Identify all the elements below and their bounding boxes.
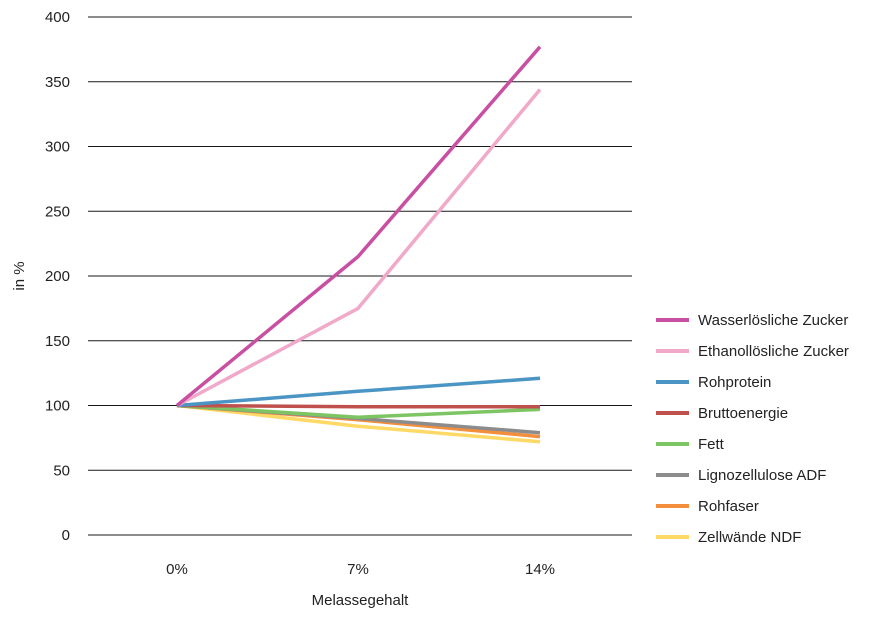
y-tick-label: 50 (53, 462, 70, 479)
y-tick-label: 400 (45, 9, 70, 26)
y-tick-label: 150 (45, 333, 70, 350)
x-axis-title: Melassegehalt (312, 592, 410, 609)
x-tick-label: 7% (347, 561, 369, 578)
series-line (176, 88, 542, 408)
series-line (176, 376, 541, 408)
legend-label: Ethanollösliche Zucker (698, 343, 849, 360)
y-tick-label: 300 (45, 139, 70, 156)
y-tick-label: 0 (62, 527, 70, 544)
series-lines (175, 45, 542, 444)
legend-label: Bruttoenergie (698, 405, 788, 422)
series-line (176, 403, 541, 444)
x-tick-label: 0% (166, 561, 188, 578)
legend: Wasserlösliche Zucker Ethanollösliche Zuc… (656, 312, 849, 546)
legend-label: Rohprotein (698, 374, 771, 391)
series-line (176, 403, 540, 409)
legend-label: Wasserlösliche Zucker (698, 312, 848, 329)
legend-label: Lignozellulose ADF (698, 467, 826, 484)
y-tick-label: 100 (45, 398, 70, 415)
x-tick-label: 14% (525, 561, 555, 578)
gridlines (88, 16, 632, 536)
series-line (176, 403, 541, 419)
legend-label: Zellwände NDF (698, 529, 801, 546)
y-tick-label: 200 (45, 268, 70, 285)
legend-label: Fett (698, 436, 725, 453)
y-axis-title: in % (11, 261, 28, 290)
y-axis-tick-labels: 0 50 100 150 200 250 300 350 400 (45, 9, 70, 544)
series-line (175, 45, 542, 407)
y-tick-label: 350 (45, 74, 70, 91)
x-axis-tick-labels: 0% 7% 14% (166, 561, 555, 578)
y-tick-label: 250 (45, 203, 70, 220)
legend-label: Rohfaser (698, 498, 759, 515)
